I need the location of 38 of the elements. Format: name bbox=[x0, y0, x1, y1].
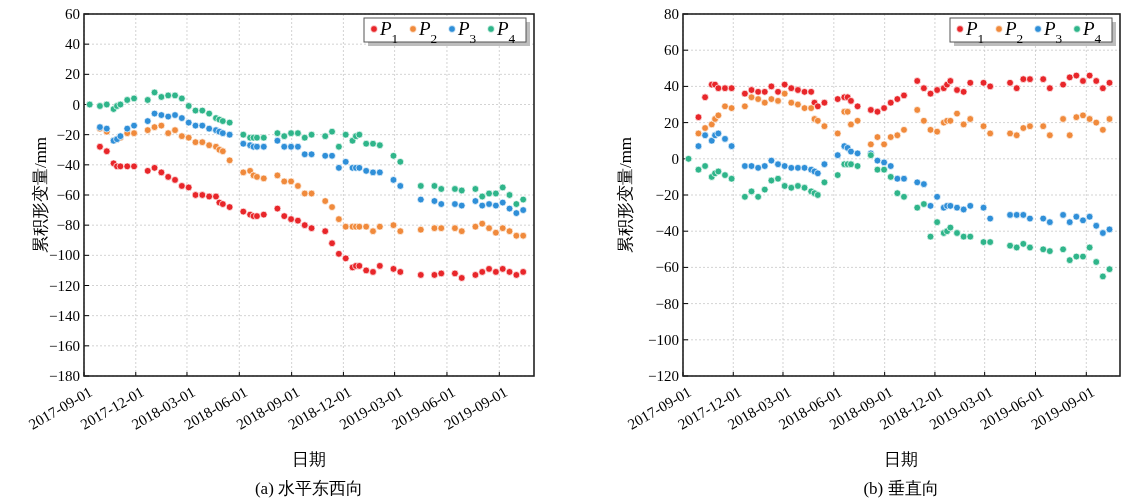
legend-label: P$_{3}$ bbox=[457, 18, 477, 46]
legend-label: P$_{4}$ bbox=[496, 18, 516, 46]
y-tick-label: 40 bbox=[664, 78, 679, 95]
y-tick-label: −60 bbox=[56, 187, 80, 203]
y-tick-label: −120 bbox=[648, 368, 679, 384]
y-tick-label: 0 bbox=[671, 150, 679, 167]
legend-label: P$_{2}$ bbox=[1004, 18, 1024, 46]
legend-label: P$_{1}$ bbox=[965, 18, 985, 46]
y-tick-label: 80 bbox=[664, 6, 679, 22]
text: (a) 水平东西向 bbox=[254, 479, 364, 498]
y-tick-label: 20 bbox=[65, 66, 80, 83]
y-tick-label: −120 bbox=[49, 277, 80, 294]
y-tick-label: −180 bbox=[49, 368, 80, 384]
y-tick-label: 0 bbox=[72, 96, 80, 113]
y-tick-label: −100 bbox=[49, 247, 80, 264]
y-tick-label: −140 bbox=[49, 307, 80, 324]
y-tick-label: −40 bbox=[655, 223, 679, 240]
text: (b) 垂直向 bbox=[863, 479, 939, 498]
y-tick-label: −100 bbox=[648, 331, 679, 348]
y-tick-label: −40 bbox=[56, 156, 80, 173]
y-tick-label: −20 bbox=[56, 126, 80, 143]
x-axis-title: 日期 bbox=[884, 450, 918, 469]
legend-label: P$_{4}$ bbox=[1082, 18, 1102, 46]
legend-label: P$_{2}$ bbox=[418, 18, 438, 46]
y-tick-label: −20 bbox=[655, 187, 679, 203]
y-tick-label: 40 bbox=[65, 36, 80, 53]
y-tick-label: 20 bbox=[664, 114, 679, 131]
y-axis-title: 累积形变量/mm bbox=[31, 136, 50, 254]
y-tick-label: −60 bbox=[655, 259, 679, 276]
legend-label: P$_{1}$ bbox=[379, 18, 399, 46]
x-axis-title: 日期 bbox=[292, 450, 326, 469]
y-tick-label: 60 bbox=[65, 6, 80, 22]
y-tick-label: −160 bbox=[49, 337, 80, 354]
y-axis-title: 累积形变量/mm bbox=[616, 136, 635, 254]
y-tick-label: 60 bbox=[664, 42, 679, 59]
y-tick-label: −80 bbox=[655, 295, 679, 312]
y-tick-label: −80 bbox=[56, 217, 80, 234]
legend-label: P$_{3}$ bbox=[1043, 18, 1063, 46]
